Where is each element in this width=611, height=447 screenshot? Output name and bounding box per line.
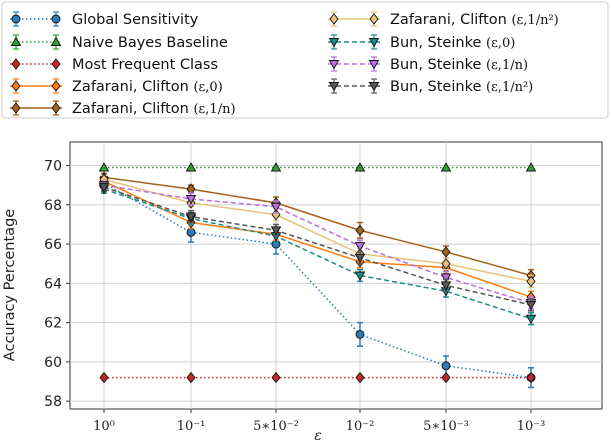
y-tick-label: 68 — [44, 198, 62, 214]
data-point — [270, 202, 282, 213]
x-tick-label: 5∗10⁻² — [253, 419, 299, 434]
y-tick-label: 62 — [44, 316, 62, 332]
legend-label: Global Sensitivity — [72, 12, 199, 28]
legend-marker — [50, 36, 62, 46]
data-point — [186, 227, 196, 237]
data-point — [525, 314, 537, 325]
legend-box — [1, 1, 609, 119]
legend-label: Bun, Steinke (ε,0) — [390, 35, 515, 51]
data-point — [440, 281, 452, 291]
series-line — [103, 188, 532, 320]
legend-marker — [368, 82, 380, 92]
legend-entry: Bun, Steinke (ε,0) — [328, 34, 515, 51]
data-point — [355, 371, 365, 384]
data-point — [525, 162, 537, 172]
series-line — [103, 176, 532, 277]
data-point — [354, 271, 366, 281]
legend-entry: Naive Bayes Baseline — [10, 34, 228, 51]
legend-marker — [369, 13, 379, 25]
legend-entry: Zafarani, Clifton (ε,1/n²) — [328, 11, 559, 28]
data-point — [354, 162, 366, 172]
data-point — [99, 371, 109, 384]
legend-marker — [328, 60, 340, 70]
legend-marker — [11, 102, 21, 114]
y-tick-label: 58 — [44, 394, 62, 410]
data-point — [270, 226, 282, 236]
data-point — [440, 162, 452, 172]
data-point — [185, 212, 197, 223]
legend: Global Sensitivity Naive Bayes Baseline Mo… — [1, 1, 609, 119]
legend-entry: Zafarani, Clifton (ε,0) — [10, 78, 223, 95]
legend-marker — [329, 13, 339, 25]
y-tick-label: 70 — [44, 159, 62, 175]
y-tick-label: 64 — [44, 276, 62, 292]
data-point — [441, 361, 451, 371]
legend-entry: Most Frequent Class — [10, 57, 218, 73]
series-line — [103, 184, 532, 304]
series-line — [103, 186, 532, 306]
series-line — [103, 178, 532, 283]
legend-label: Zafarani, Clifton (ε,1/n) — [72, 101, 236, 117]
data-point — [98, 162, 110, 172]
data-point — [525, 300, 537, 311]
legend-marker — [10, 36, 22, 46]
legend-marker — [11, 58, 21, 70]
y-tick-label: 66 — [44, 237, 62, 253]
legend-marker — [368, 38, 380, 48]
data-point — [355, 224, 365, 237]
x-tick-label: 10⁻² — [346, 419, 375, 434]
legend-marker — [368, 60, 380, 70]
x-tick-label: 10⁻¹ — [177, 419, 206, 434]
data-point — [354, 242, 366, 252]
data-point — [355, 329, 365, 339]
legend-entry: Global Sensitivity — [10, 11, 199, 28]
data-point — [440, 273, 452, 283]
data-point — [526, 275, 536, 288]
legend-marker — [51, 80, 61, 92]
legend-marker — [328, 82, 340, 92]
series-line — [103, 180, 532, 298]
legend-label: Bun, Steinke (ε,1/n²) — [390, 79, 533, 95]
legend-label: Bun, Steinke (ε,1/n) — [390, 57, 528, 73]
y-tick-label: 60 — [44, 355, 62, 371]
legend-marker — [11, 14, 21, 24]
legend-marker — [51, 58, 61, 70]
legend-label: Naive Bayes Baseline — [72, 35, 228, 51]
legend-marker — [51, 102, 61, 114]
legend-label: Zafarani, Clifton (ε,1/n²) — [390, 12, 559, 28]
legend-marker — [328, 38, 340, 48]
legend-label: Most Frequent Class — [72, 57, 218, 73]
x-tick-label: 5∗10⁻³ — [423, 419, 469, 434]
plot-frame — [69, 141, 603, 410]
data-point — [185, 162, 197, 172]
legend-marker — [11, 80, 21, 92]
data-point — [270, 162, 282, 172]
data-point — [185, 194, 197, 205]
data-point — [441, 258, 451, 270]
x-tick-label: 10⁰ — [93, 419, 115, 434]
data-point — [354, 253, 366, 264]
legend-label: Zafarani, Clifton (ε,0) — [72, 79, 223, 95]
y-axis-label: Accuracy Percentage — [2, 209, 18, 361]
data-point — [98, 183, 110, 193]
legend-entry: Zafarani, Clifton (ε,1/n) — [10, 100, 236, 117]
data-point — [271, 371, 281, 384]
x-tick-label: 10⁻³ — [517, 419, 546, 434]
legend-marker — [51, 14, 61, 24]
legend-entry: Bun, Steinke (ε,1/n²) — [328, 78, 533, 95]
data-point — [441, 371, 451, 384]
legend-entry: Bun, Steinke (ε,1/n) — [328, 56, 528, 73]
data-point — [526, 371, 536, 384]
plot-area: 58 60 62 64 66 68 70 10⁰ 10⁻¹ 5∗10⁻² 10⁻² 5∗10⁻³ 10⁻… — [44, 141, 603, 434]
x-axis-label: ε — [314, 428, 322, 444]
data-point — [441, 246, 451, 258]
data-point — [186, 371, 196, 384]
